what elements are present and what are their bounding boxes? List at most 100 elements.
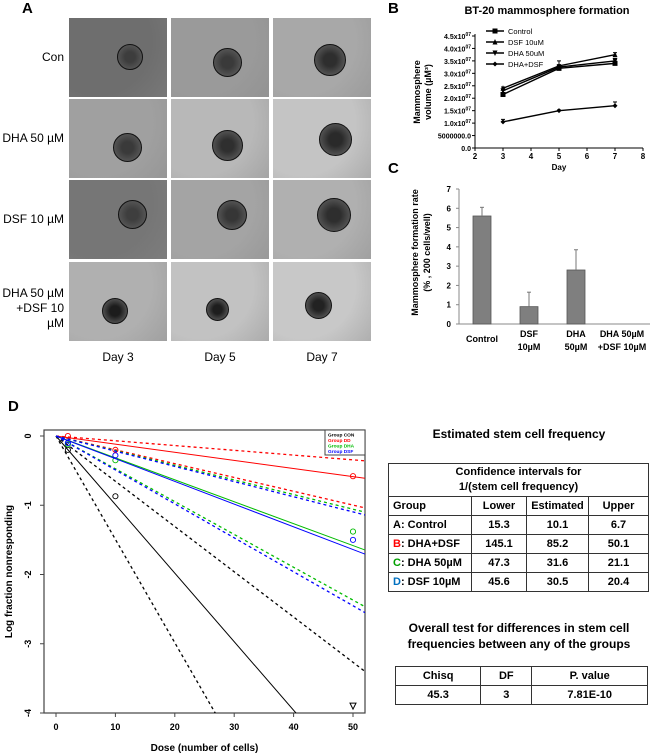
x-tick-label: 2 bbox=[473, 152, 478, 161]
micrograph-image bbox=[273, 99, 371, 178]
group-con-lower-ci-line bbox=[55, 435, 365, 672]
group-dsf-point bbox=[64, 439, 71, 446]
group-dd-lower-ci-line bbox=[55, 435, 365, 462]
marker-diamond bbox=[500, 119, 506, 125]
group-dha-point bbox=[349, 528, 357, 535]
freq-table-title: Estimated stem cell frequency bbox=[432, 427, 606, 441]
row-label-line: DHA 50 µM bbox=[2, 130, 64, 145]
category-label: DHA 50µM bbox=[600, 329, 644, 339]
group-cell: A: Control bbox=[388, 515, 472, 535]
group-con-point bbox=[112, 493, 119, 500]
marker-diamond bbox=[612, 103, 618, 109]
mammosphere bbox=[117, 44, 143, 70]
x-tick-label: 0 bbox=[53, 722, 58, 732]
marker-diamond bbox=[492, 61, 498, 67]
micrograph-image bbox=[69, 180, 167, 259]
marker-triangle-down bbox=[612, 58, 618, 64]
y-tick-label: 4 bbox=[447, 243, 452, 252]
group-dsf-point bbox=[349, 536, 357, 543]
plot-lines bbox=[55, 432, 365, 713]
freq-table-row: B: DHA+DSF 145.1 85.2 50.1 bbox=[388, 534, 649, 554]
group-letter: B bbox=[393, 538, 401, 550]
row-label: Con bbox=[0, 50, 64, 65]
header-df: DF bbox=[480, 666, 533, 686]
plot-frame bbox=[43, 429, 366, 714]
day-label: Day 5 bbox=[204, 350, 236, 364]
freq-table-header: Group Lower Estimated Upper bbox=[388, 496, 649, 516]
panel-d-letter: D bbox=[8, 398, 19, 415]
y-tick-label: 2.0x1007 bbox=[444, 94, 471, 103]
micrograph-image bbox=[171, 262, 269, 341]
x-tick-label: 8 bbox=[641, 152, 646, 161]
legend-label: Group DHA bbox=[328, 444, 355, 450]
y-tick-label: 1 bbox=[447, 301, 452, 310]
row-label-line: DSF 10 µM bbox=[3, 211, 64, 226]
group-cell: C: DHA 50µM bbox=[388, 553, 472, 573]
y-tick-label: -1 bbox=[23, 501, 33, 509]
header-pvalue: P. value bbox=[531, 666, 648, 686]
mammosphere bbox=[112, 132, 142, 162]
df-value: 3 bbox=[480, 685, 533, 705]
group-letter: C bbox=[393, 557, 401, 569]
y-tick-label: 3.0x1007 bbox=[444, 69, 471, 78]
group-dha-lower-ci-line bbox=[55, 435, 365, 513]
panel-c-letter: C bbox=[388, 160, 399, 177]
micrograph-image bbox=[69, 262, 167, 341]
mammosphere bbox=[117, 199, 147, 229]
marker-triangle-down bbox=[492, 50, 498, 56]
panel-a-letter: A bbox=[22, 0, 33, 17]
group-name: : Control bbox=[400, 519, 447, 531]
mammosphere bbox=[205, 297, 229, 321]
marker-square bbox=[500, 91, 506, 97]
micrograph-image bbox=[273, 262, 371, 341]
chart-b-volume: BT-20 mammosphere formation 0.0 5000000.0 1… bbox=[412, 5, 646, 172]
y-tick-label: 2 bbox=[447, 281, 452, 290]
y-tick-label: 3 bbox=[447, 262, 452, 271]
row-label-line: +DSF 10 µM bbox=[16, 301, 64, 330]
chisq-value: 45.3 bbox=[394, 685, 482, 705]
row-label-line: Con bbox=[41, 49, 64, 64]
y-tick-label: 1.5x1007 bbox=[444, 107, 471, 116]
day-label: Day 7 bbox=[306, 350, 338, 364]
test-title-line-2: frequencies between any of the groups bbox=[407, 637, 631, 651]
micrograph-image bbox=[69, 18, 167, 97]
x-axis-label: Dose (number of cells) bbox=[151, 743, 259, 754]
y-tick-label: 5000000.0 bbox=[438, 134, 471, 141]
legend-box bbox=[324, 429, 366, 456]
estimated-cell: 85.2 bbox=[526, 534, 589, 554]
mammosphere bbox=[212, 47, 242, 77]
x-tick-label: 7 bbox=[613, 152, 618, 161]
category-label: 50µM bbox=[565, 342, 588, 352]
mammosphere bbox=[217, 200, 247, 230]
micrograph-image bbox=[69, 99, 167, 178]
header-upper: Upper bbox=[588, 496, 649, 516]
upper-cell: 21.1 bbox=[588, 553, 649, 573]
freq-table: Confidence intervals for 1/(stem cell fr… bbox=[388, 463, 649, 592]
group-dha-upper-ci-line bbox=[55, 435, 365, 608]
group-dsf-lower-ci-line bbox=[55, 435, 365, 516]
group-dsf-upper-ci-line bbox=[55, 435, 365, 614]
header-estimated: Estimated bbox=[526, 496, 589, 516]
pvalue-value: 7.81E-10 bbox=[531, 685, 648, 705]
group-con-censored-point bbox=[349, 702, 357, 711]
header-group: Group bbox=[388, 496, 472, 516]
test-table-title: Overall test for differences in stem cel… bbox=[388, 620, 650, 652]
mammosphere bbox=[211, 129, 243, 161]
legend-label: DHA+DSF bbox=[508, 60, 544, 69]
y-axis-label: Mammosphere formation rate (% , 200 cells… bbox=[410, 189, 432, 316]
group-dsf-point bbox=[112, 452, 119, 459]
row-label: DHA 50 µM +DSF 10 µM bbox=[0, 286, 64, 331]
group-name: : DSF 10µM bbox=[400, 576, 461, 588]
marker-triangle-down bbox=[556, 64, 562, 71]
y-tick-label: 4.0x1007 bbox=[444, 44, 471, 53]
caption-line-2: 1/(stem cell frequency) bbox=[458, 481, 579, 493]
category-label: 10µM bbox=[518, 342, 541, 352]
group-con-upper-ci-line bbox=[55, 435, 216, 713]
estimated-cell: 30.5 bbox=[526, 572, 589, 592]
x-tick-label: 10 bbox=[110, 722, 120, 732]
bar bbox=[566, 269, 586, 325]
header-chisq: Chisq bbox=[394, 666, 482, 686]
group-letter: A bbox=[393, 519, 401, 531]
group-dsf-estimate-line bbox=[55, 435, 365, 555]
y-tick-label: 2.5x1007 bbox=[444, 82, 471, 91]
